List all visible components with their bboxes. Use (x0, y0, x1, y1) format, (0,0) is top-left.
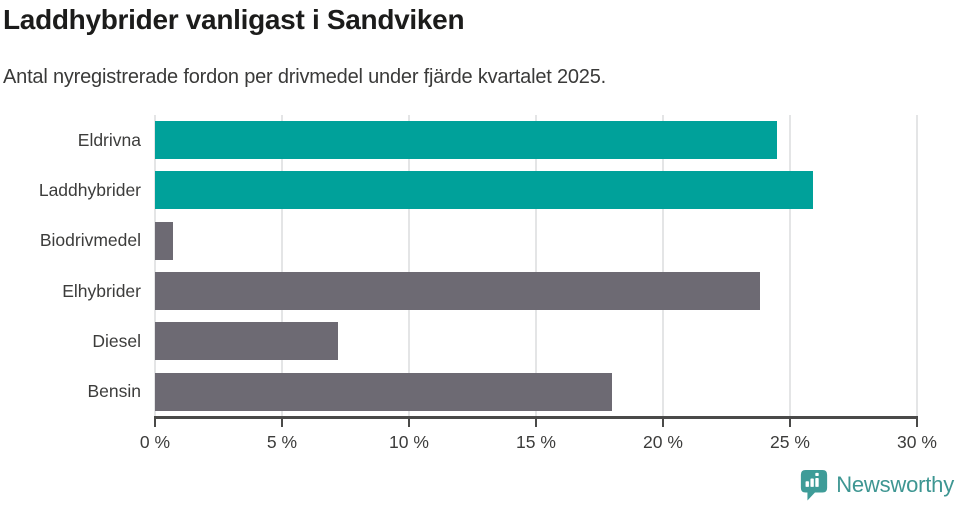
category-label-biodrivmedel: Biodrivmedel (39, 230, 141, 251)
x-tick-5 (281, 419, 283, 427)
x-tick-label-20: 20 % (643, 432, 683, 452)
chart-title: Laddhybrider vanligast i Sandviken (3, 4, 465, 35)
gridline-5 (281, 115, 283, 417)
bar-row-eldrivna (155, 115, 917, 165)
plot-area: 0 % 5 % 10 % 15 % 20 % 25 % 30 % (140, 115, 937, 452)
newsworthy-bubble-chart-icon (801, 470, 828, 501)
chart-subtitle: Antal nyregistrerade fordon per drivmede… (3, 66, 607, 88)
gridline-0 (154, 115, 156, 417)
gridline-15 (535, 115, 537, 417)
newsworthy-logo: Newsworthy (799, 467, 954, 503)
gridline-10 (408, 115, 410, 417)
bar-elhybrider (155, 272, 760, 310)
category-label-bensin: Bensin (87, 381, 141, 402)
bar-eldrivna (155, 121, 778, 159)
x-tick-0 (154, 419, 156, 427)
gridline-30 (916, 115, 918, 417)
x-tick-10 (408, 419, 410, 427)
bar-bensin (155, 372, 613, 411)
x-tick-label-25: 25 % (770, 432, 810, 452)
bar-row-laddhybrider (155, 165, 917, 215)
newsworthy-wordmark: Newsworthy (836, 472, 954, 497)
bar-row-biodrivmedel (155, 216, 917, 266)
bar-biodrivmedel (155, 221, 173, 260)
category-label-elhybrider: Elhybrider (62, 280, 141, 301)
x-tick-label-30: 30 % (897, 432, 937, 452)
category-label-diesel: Diesel (92, 330, 141, 351)
gridline-20 (662, 115, 664, 417)
category-label-eldrivna: Eldrivna (77, 129, 141, 150)
x-tick-label-0: 0 % (139, 432, 171, 452)
bar-diesel (155, 322, 338, 361)
x-tick-20 (662, 419, 664, 427)
bar-row-diesel (155, 316, 917, 366)
x-tick-label-5: 5 % (266, 432, 298, 452)
gridline-25 (789, 115, 791, 417)
bar-row-elhybrider (155, 266, 917, 316)
bar-row-bensin (155, 367, 917, 417)
bar-laddhybrider (155, 171, 813, 210)
x-axis-line (154, 416, 918, 419)
x-tick-label-15: 15 % (516, 432, 556, 452)
x-tick-label-10: 10 % (389, 432, 429, 452)
x-tick-25 (789, 419, 791, 427)
y-axis-category-labels: Eldrivna Laddhybrider Biodrivmedel Elhybrid… (0, 115, 141, 417)
x-tick-15 (535, 419, 537, 427)
x-tick-30 (916, 419, 918, 427)
category-label-laddhybrider: Laddhybrider (38, 179, 141, 200)
